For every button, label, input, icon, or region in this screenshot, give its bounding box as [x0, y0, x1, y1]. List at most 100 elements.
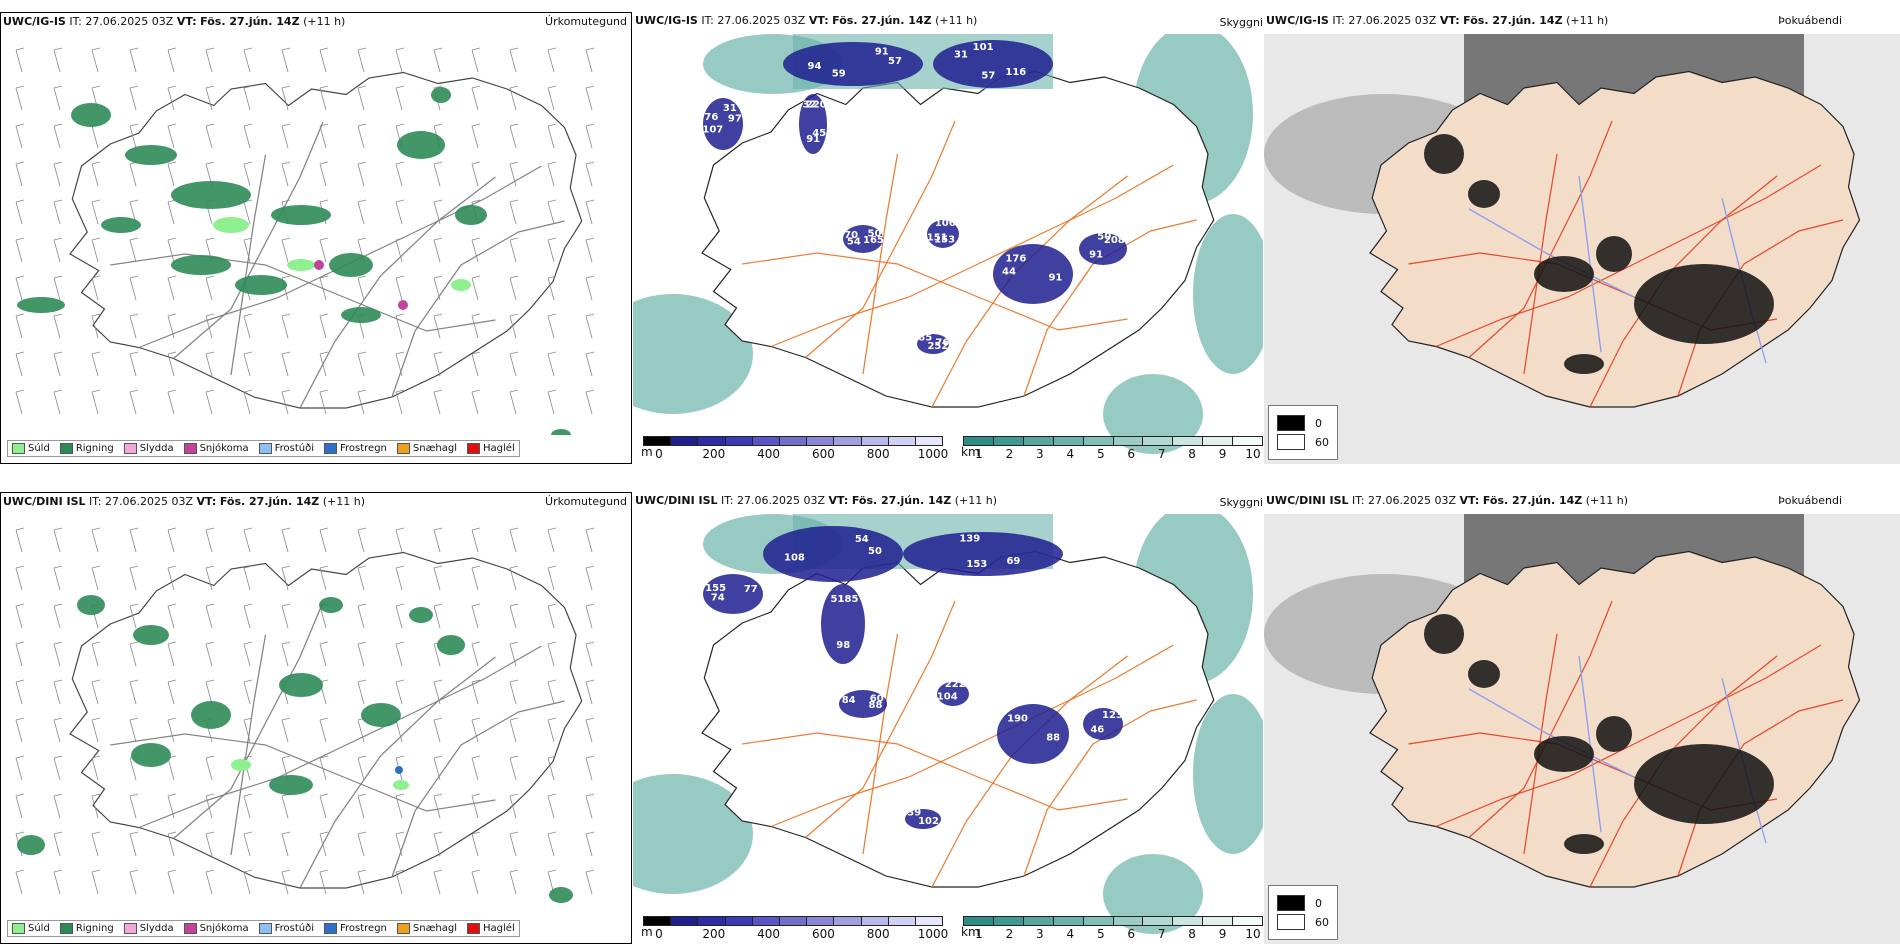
wind-barb: [319, 275, 329, 279]
wind-barb: [585, 239, 593, 263]
wind-barb: [243, 717, 253, 721]
wind-barb: [585, 391, 593, 415]
wind-barb: [471, 831, 481, 835]
wind-barb: [53, 201, 61, 225]
legend-item: 0: [1277, 895, 1329, 911]
wind-barb: [471, 757, 479, 781]
colorbar-tick: 8: [1188, 927, 1196, 941]
road-line: [1435, 164, 1822, 348]
wind-barb: [167, 679, 177, 683]
colorbar-cell: [1233, 917, 1263, 925]
wind-barb: [281, 123, 291, 127]
wind-barb: [53, 831, 63, 835]
wind-barb: [243, 793, 253, 797]
wind-barb: [509, 605, 517, 629]
wind-barb: [395, 239, 403, 263]
wind-barb: [585, 529, 593, 553]
wind-barb: [167, 275, 177, 279]
colorbar-cell: [1023, 917, 1054, 925]
legend-swatch: [324, 443, 337, 454]
legend-label: Frostregn: [340, 923, 387, 934]
cloudbase-value: 116: [1005, 67, 1026, 78]
wind-barb: [205, 643, 213, 667]
colorbar-tick: 4: [1066, 927, 1075, 941]
wind-barb: [547, 641, 557, 645]
wind-barb: [53, 795, 61, 819]
wind-barb: [585, 237, 595, 241]
wind-barb: [509, 125, 517, 149]
wind-barb: [433, 605, 441, 629]
wind-barb: [205, 47, 215, 51]
wind-barb: [53, 565, 63, 569]
legend-label: Frostúði: [274, 923, 314, 934]
colorbar-tick: 1000: [917, 927, 949, 941]
wind-barb: [471, 795, 479, 819]
wind-barb: [585, 351, 595, 355]
wind-barb: [205, 831, 215, 835]
wind-barb: [91, 163, 99, 187]
wind-barb: [243, 85, 253, 89]
wind-barb: [471, 277, 479, 301]
road-line: [230, 634, 267, 856]
cloudbase-value: 91: [1089, 249, 1103, 260]
wind-barb: [547, 313, 557, 317]
wind-barb: [91, 85, 101, 89]
wind-barb: [15, 391, 23, 415]
wind-barb: [433, 389, 443, 393]
wind-barb: [243, 565, 253, 569]
wind-barb: [53, 643, 61, 667]
colorbar-cell: [1203, 917, 1234, 925]
colorbar-tick: 1: [975, 927, 983, 941]
cloudbase-value: 94: [807, 61, 821, 72]
cloudbase-value: 190: [1007, 713, 1028, 724]
wind-barb: [91, 353, 99, 377]
wind-barb: [471, 391, 479, 415]
colorbar-cell: [888, 917, 916, 925]
wind-barb: [91, 565, 101, 569]
wind-barb: [395, 49, 403, 73]
wind-barb: [319, 641, 329, 645]
river-line: [1578, 655, 1602, 833]
cloudbase-value: 165: [863, 235, 884, 246]
wind-barb: [15, 49, 23, 73]
wind-barb: [243, 391, 251, 415]
wind-barb: [129, 605, 137, 629]
cloudbase-value: 220: [806, 99, 827, 110]
wind-barb: [15, 529, 23, 553]
road-line: [1023, 699, 1197, 877]
colorbar-cell: [888, 437, 916, 445]
wind-barb: [585, 163, 593, 187]
wind-barb: [205, 567, 213, 591]
wind-barb: [15, 717, 25, 721]
wind-barb: [205, 275, 215, 279]
cloudbase-value: 84: [842, 695, 856, 706]
river-line: [1578, 175, 1602, 353]
wind-barb: [129, 527, 139, 531]
wind-barb: [205, 755, 215, 759]
cloudbase-value: 88: [869, 700, 883, 711]
wind-barb: [471, 833, 479, 857]
cloudbase-value: 88: [1046, 732, 1060, 743]
wind-barb: [395, 527, 405, 531]
wind-barb: [91, 275, 101, 279]
wind-barb: [281, 391, 289, 415]
wind-barb: [319, 831, 329, 835]
wind-barb: [53, 567, 61, 591]
wind-barb: [471, 87, 479, 111]
drizzle-area: [213, 217, 249, 233]
wind-barb: [205, 49, 213, 73]
wind-barb: [91, 389, 101, 393]
cloudbase-value: 208: [1104, 235, 1125, 246]
wind-barb: [547, 793, 557, 797]
drizzle-area: [451, 279, 471, 291]
wind-barb: [357, 201, 365, 225]
colorbar-cell: [834, 437, 862, 445]
road-line: [1435, 644, 1822, 828]
low-cloud-base-area: [917, 334, 949, 354]
road-line: [230, 154, 267, 376]
colorbar-tick: 1000: [917, 447, 949, 461]
colorbar-cell: [861, 917, 889, 925]
rain-area: [191, 701, 231, 729]
wind-barb: [205, 237, 215, 241]
wind-barb: [129, 49, 137, 73]
